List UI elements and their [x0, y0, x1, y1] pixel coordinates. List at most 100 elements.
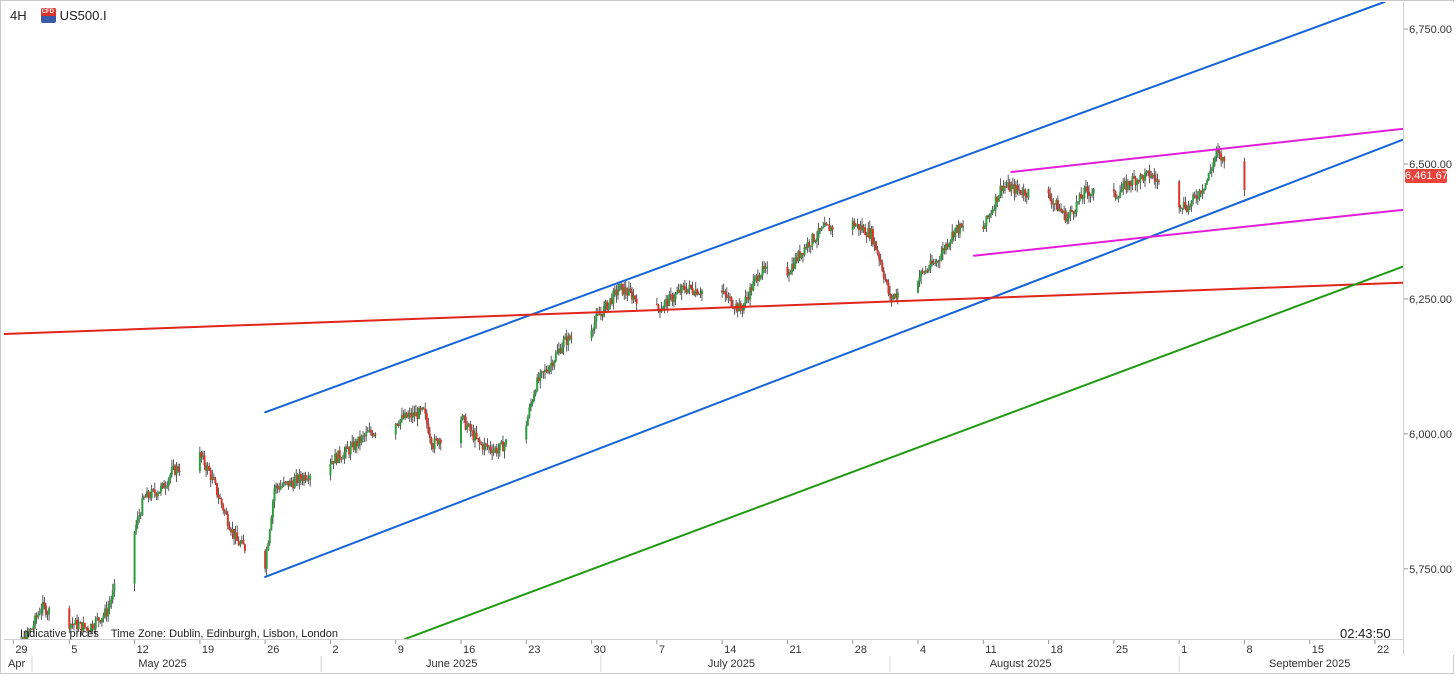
candle-down	[290, 480, 293, 483]
candle-up	[553, 361, 556, 367]
candle-up	[536, 377, 539, 391]
candle-up	[700, 290, 703, 295]
candle-up	[1198, 190, 1201, 199]
day-tick-label: 23	[528, 644, 540, 656]
price-axis[interactable]: 5,750.00 6,000.00 6,250.00 6,500.00 6,750.00	[1403, 2, 1454, 655]
candle-up	[82, 622, 85, 632]
candle-up	[1192, 194, 1195, 201]
candle-up	[525, 425, 528, 440]
candle-down	[396, 423, 399, 425]
candle-down	[439, 439, 442, 444]
candle-down	[86, 627, 89, 632]
month-label: Apr	[8, 658, 25, 670]
candle-down	[425, 413, 428, 424]
candle-up	[962, 226, 965, 228]
candle-down	[801, 252, 804, 255]
candle-down	[44, 605, 47, 615]
candle-down	[621, 283, 624, 295]
candle-up	[564, 336, 567, 340]
candle-up	[1011, 184, 1014, 186]
candle-down	[1193, 194, 1196, 196]
day-tick-label: 14	[724, 644, 736, 656]
candle-down	[435, 438, 438, 440]
candle-up	[77, 623, 80, 630]
candle-up	[993, 209, 996, 211]
candle-up	[755, 275, 758, 278]
candle-down	[831, 226, 834, 230]
candle-up	[407, 415, 410, 418]
candle-down	[629, 288, 632, 292]
candle-up	[1156, 180, 1159, 182]
candle-up	[32, 625, 35, 629]
candle-up	[958, 223, 961, 234]
chart-footer: Indicative prices Time Zone: Dublin, Edin…	[20, 628, 338, 640]
candle-up	[289, 480, 292, 487]
candle-down	[212, 476, 215, 480]
candle-up	[368, 429, 371, 432]
candle-up	[1123, 181, 1126, 184]
timeframe-label[interactable]: 4H	[10, 7, 27, 23]
candle-down	[683, 286, 686, 290]
candle-up	[351, 441, 354, 446]
candle-down	[338, 450, 341, 459]
candle-down	[284, 481, 287, 483]
candle-down	[926, 270, 929, 272]
candle-up	[935, 260, 938, 264]
day-tick-label: 12	[137, 644, 149, 656]
candle-up	[37, 614, 40, 618]
candle-up	[1081, 198, 1084, 200]
price-tick-label: 6,750.00	[1409, 24, 1452, 36]
candle-down	[495, 447, 498, 454]
candle-up	[461, 415, 464, 420]
candle-up	[806, 241, 809, 248]
candle-down	[545, 369, 548, 372]
cfd-icon: CFD	[40, 7, 56, 23]
plot-area[interactable]	[4, 2, 1403, 639]
candle-down	[1178, 181, 1181, 208]
candle-up	[107, 607, 110, 617]
candle-down	[725, 294, 728, 298]
candle-down	[491, 450, 494, 454]
day-tick-label: 2	[332, 644, 338, 656]
candle-up	[211, 476, 214, 480]
candle-up	[811, 233, 814, 246]
time-axis[interactable]: 29 5 12 19 26 2 9 16 23 30 7 14 21 28 4 11 18 25 1 8 15 22 Apr…	[4, 639, 1403, 672]
candle-up	[1089, 194, 1092, 197]
candle-up	[1058, 208, 1061, 212]
candle-down	[307, 479, 310, 481]
candle-down	[1112, 189, 1115, 192]
candle-down	[547, 371, 550, 373]
candle-down	[348, 448, 351, 455]
day-tick-label: 19	[202, 644, 214, 656]
candle-up	[766, 266, 769, 268]
candle-up	[156, 493, 159, 497]
candle-down	[1195, 195, 1198, 199]
candle-up	[543, 369, 546, 372]
candle-up	[142, 496, 145, 499]
candle-up	[40, 609, 43, 614]
candle-up	[533, 394, 536, 402]
candle-up	[1119, 192, 1122, 198]
candle-down	[1019, 190, 1022, 194]
candle-down	[242, 540, 245, 545]
candle-up	[334, 453, 337, 464]
candle-up	[133, 531, 136, 584]
candle-up	[680, 285, 683, 294]
candle-up	[170, 467, 173, 475]
price-chart-svg[interactable]	[4, 2, 1403, 639]
candle-up	[460, 419, 463, 444]
candle-down	[1148, 170, 1151, 178]
symbol-label[interactable]: US500.I	[59, 7, 107, 23]
candle-up	[394, 423, 397, 435]
candle-down	[721, 290, 724, 293]
candle-up	[29, 628, 32, 632]
candle-up	[1145, 171, 1148, 174]
timezone-label[interactable]: Time Zone: Dublin, Edinburgh, Lisbon, Lo…	[110, 628, 338, 640]
candle-up	[492, 449, 495, 454]
candle-up	[985, 215, 988, 226]
candle-up	[809, 245, 812, 247]
candle-up	[303, 475, 306, 481]
candle-up	[418, 407, 421, 419]
candle-up	[1206, 180, 1209, 183]
candle-down	[682, 285, 685, 287]
